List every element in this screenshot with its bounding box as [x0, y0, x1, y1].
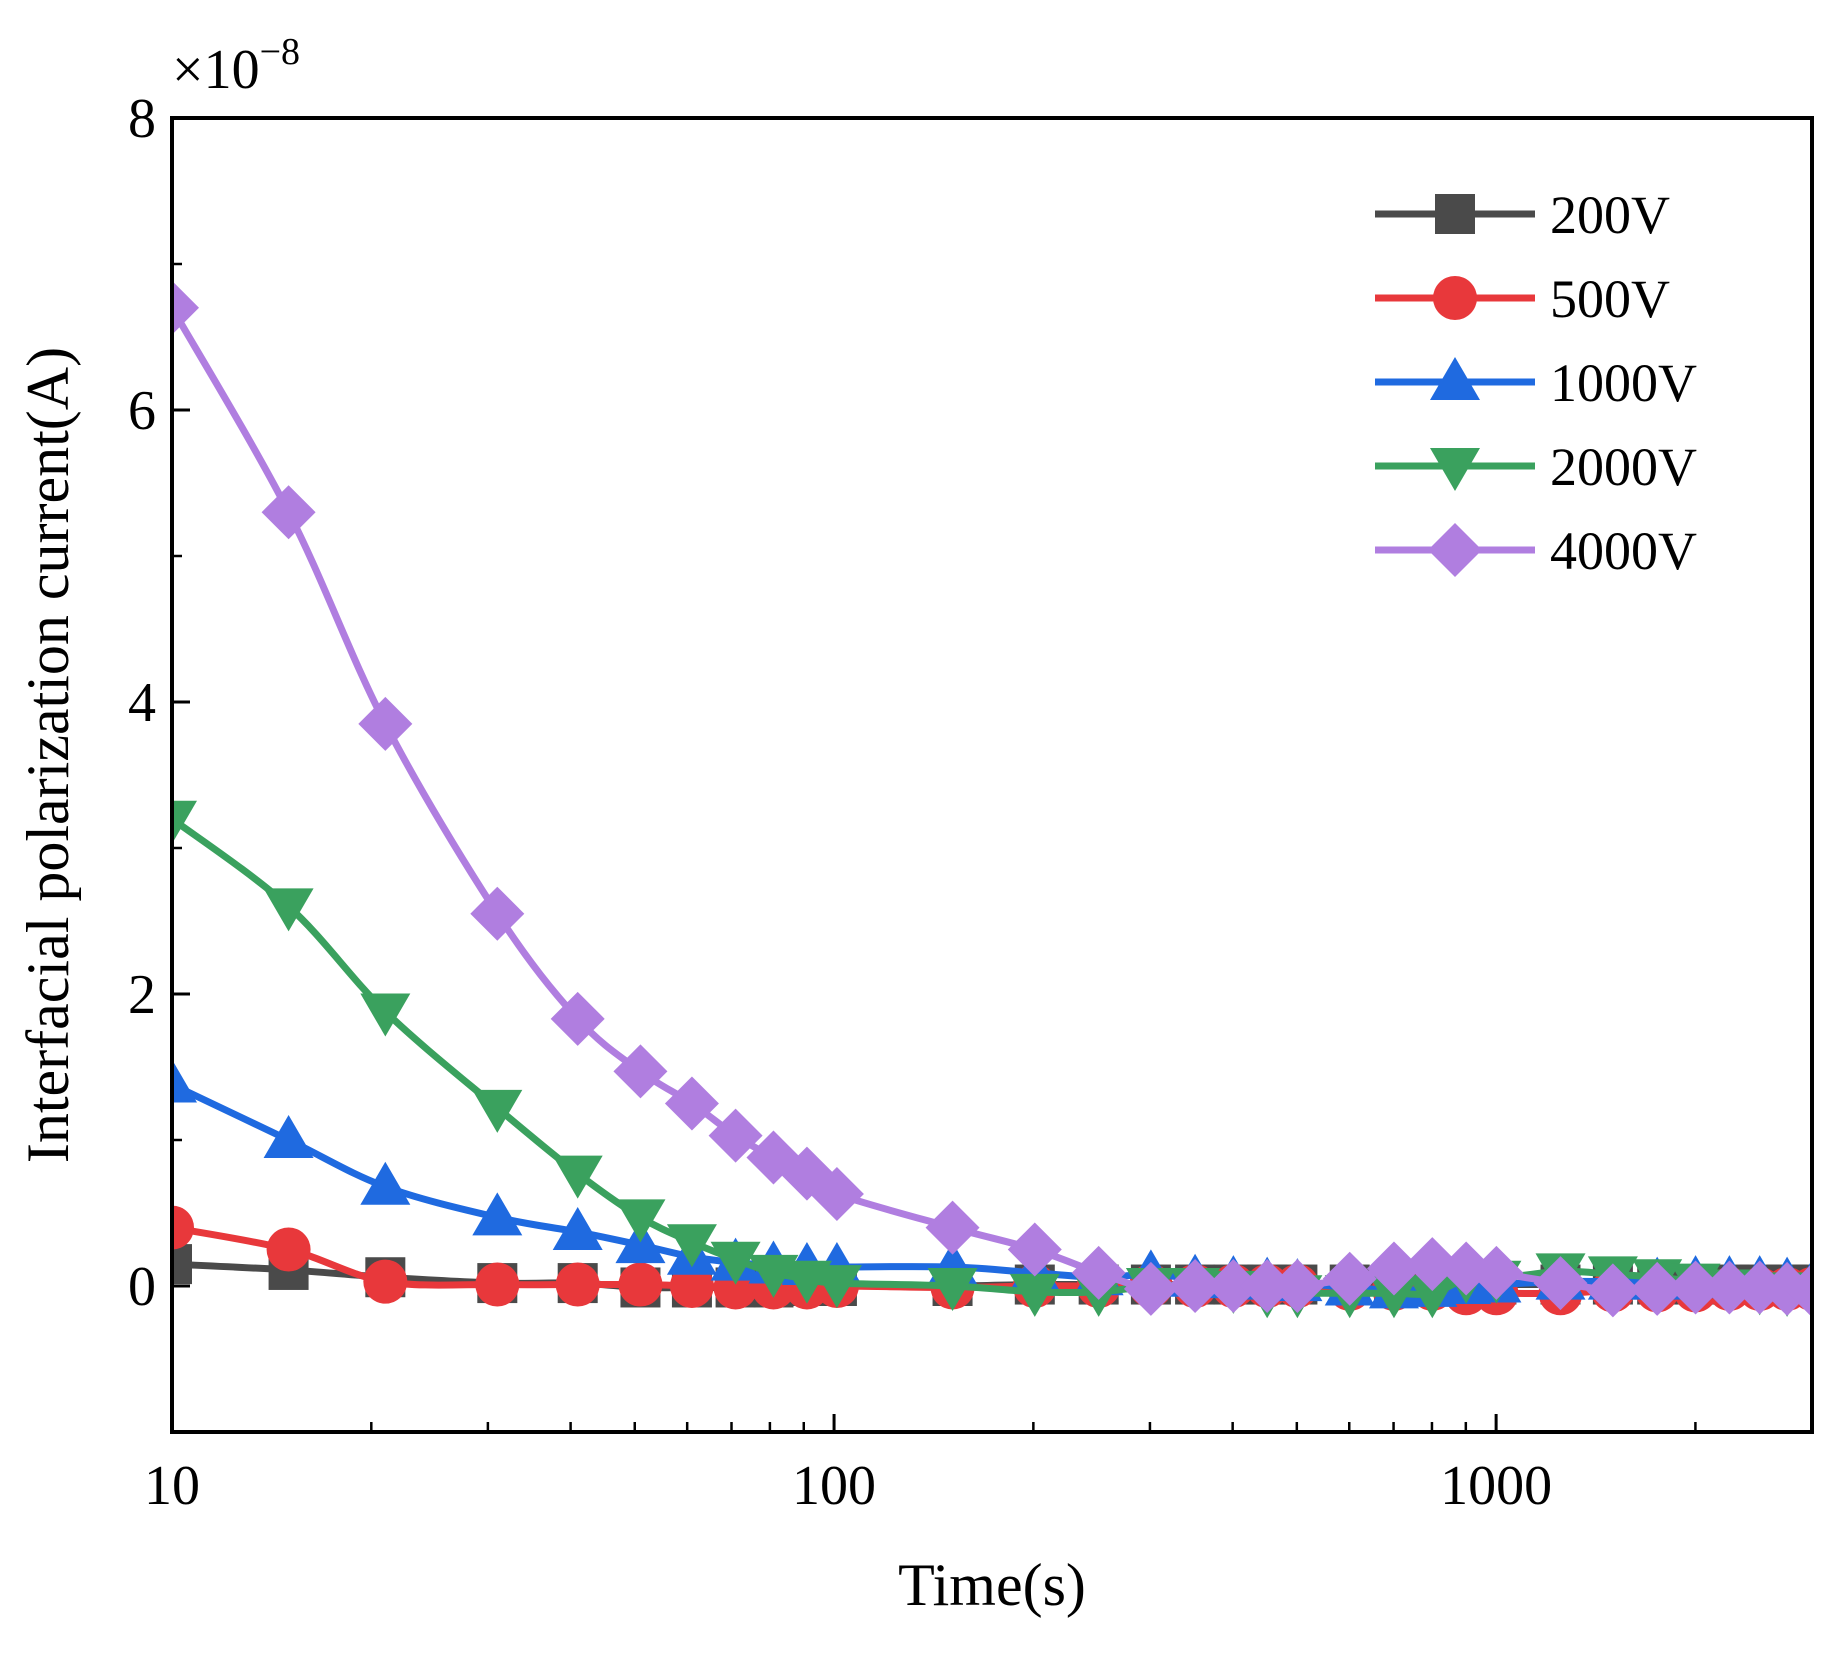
series-layer [172, 280, 1812, 1319]
legend-item-1000v: 1000V [1375, 353, 1697, 413]
legend-marker-4000v [1428, 523, 1482, 577]
data-point-2000v [615, 1199, 666, 1243]
data-point-1000v [360, 1161, 411, 1205]
data-point-4000v [1366, 1241, 1421, 1296]
data-point-4000v [809, 1167, 864, 1222]
data-point-4000v [1785, 1263, 1812, 1318]
data-point-2000v [360, 993, 411, 1037]
data-point-4000v [358, 696, 413, 751]
y-axis-title: Interfacial polarization current(A) [15, 347, 81, 1163]
data-point-2000v [927, 1268, 978, 1311]
legend-label-2000v: 2000V [1550, 437, 1697, 497]
data-point-500v [669, 1264, 714, 1308]
multiplier-base: ×10 [172, 39, 260, 101]
data-point-2000v [811, 1265, 862, 1309]
legend-label-200v: 200V [1550, 185, 1670, 245]
y-tick-label: 6 [128, 380, 156, 442]
data-point-4000v [1630, 1261, 1685, 1316]
data-point-2000v [1009, 1273, 1060, 1317]
data-point-4000v [1469, 1245, 1524, 1300]
data-point-2000v [552, 1155, 603, 1199]
data-point-4000v [261, 485, 316, 540]
data-point-4000v [1168, 1259, 1223, 1313]
data-point-2000v [710, 1241, 761, 1285]
legend-item-4000v: 4000V [1375, 521, 1697, 581]
data-point-4000v [1533, 1256, 1588, 1311]
data-point-1000v [172, 1059, 197, 1103]
data-point-4000v [550, 991, 605, 1046]
data-point-4000v [1322, 1251, 1377, 1306]
data-point-4000v [1123, 1261, 1178, 1316]
data-point-4000v [1240, 1259, 1295, 1313]
data-point-4000v [1668, 1260, 1723, 1315]
legend-marker-200v [1435, 194, 1475, 234]
data-point-4000v [1071, 1245, 1126, 1300]
data-point-4000v [925, 1200, 980, 1255]
data-point-200v [172, 1244, 192, 1285]
y-tick-label: 0 [128, 1256, 156, 1318]
legend-label-1000v: 1000V [1550, 353, 1697, 413]
data-point-2000v [1407, 1275, 1458, 1319]
x-axis-title: Time(s) [898, 1552, 1086, 1618]
data-point-4000v [470, 886, 525, 941]
data-point-500v [172, 1205, 194, 1250]
legend-marker-2000v [1430, 448, 1480, 491]
data-point-2000v [1368, 1275, 1419, 1319]
data-point-2000v [172, 800, 197, 844]
series-4000v [172, 280, 1812, 1318]
y-tick-label: 2 [128, 964, 156, 1026]
multiplier-exponent: −8 [260, 31, 300, 73]
legend-item-2000v: 2000V [1375, 437, 1697, 497]
data-point-4000v [1585, 1263, 1640, 1318]
data-point-2000v [666, 1224, 717, 1268]
data-point-500v [363, 1259, 408, 1304]
data-point-2000v [263, 888, 314, 932]
data-point-500v [475, 1262, 520, 1307]
x-tick-label: 100 [792, 1455, 876, 1517]
data-point-2000v [472, 1089, 523, 1133]
legend: 200V 500V 1000V 2000V 4000V [1375, 185, 1697, 581]
data-point-4000v [1007, 1222, 1062, 1277]
data-point-1000v [552, 1206, 603, 1250]
y-tick-label: 4 [128, 672, 156, 734]
data-point-500v [555, 1262, 600, 1307]
x-tick-label: 10 [144, 1455, 200, 1517]
data-point-4000v [1270, 1259, 1325, 1313]
data-point-500v [266, 1227, 311, 1272]
legend-label-500v: 500V [1550, 269, 1670, 329]
data-point-4000v [708, 1108, 763, 1163]
data-point-4000v [172, 280, 199, 335]
series-line-2000v [172, 816, 1812, 1298]
data-point-4000v [1206, 1259, 1261, 1313]
ticks-layer: 10 100 1000 0 2 4 6 8 [128, 88, 1814, 1517]
data-point-4000v [664, 1076, 719, 1131]
data-point-4000v [613, 1044, 668, 1099]
plot-frame [170, 116, 1814, 1434]
y-axis-multiplier: ×10−8 [172, 31, 300, 101]
data-point-1000v [472, 1192, 523, 1236]
legend-item-200v: 200V [1375, 185, 1670, 245]
data-point-500v [618, 1262, 663, 1307]
x-tick-label: 1000 [1440, 1455, 1552, 1517]
data-point-1000v [263, 1115, 314, 1158]
legend-marker-1000v [1430, 357, 1480, 400]
legend-label-4000v: 4000V [1550, 521, 1697, 581]
legend-marker-500v [1433, 276, 1477, 320]
legend-item-500v: 500V [1375, 269, 1670, 329]
data-point-4000v [1702, 1260, 1757, 1315]
y-tick-label: 8 [128, 88, 156, 150]
data-point-4000v [1405, 1237, 1460, 1292]
